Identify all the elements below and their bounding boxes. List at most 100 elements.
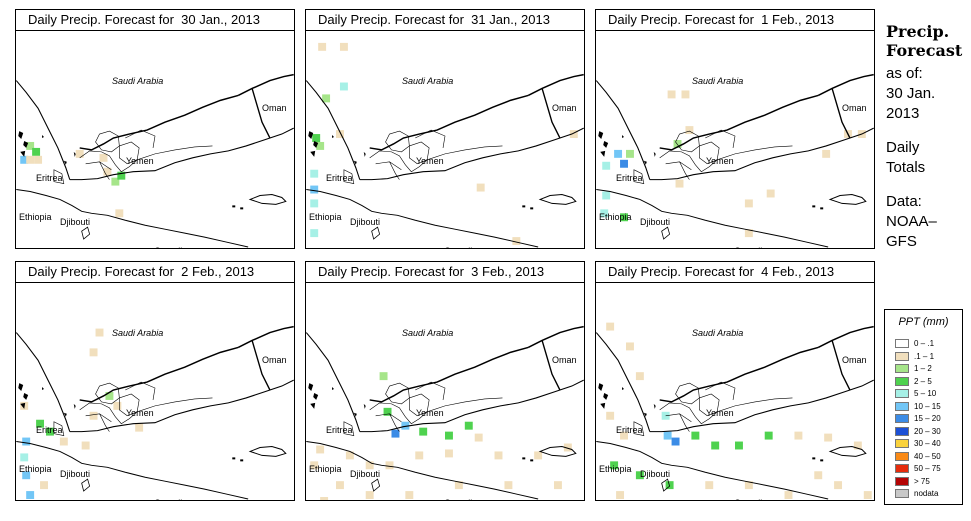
country-label-oman: Oman <box>262 355 287 365</box>
country-label-saudi: Saudi Arabia <box>692 76 744 86</box>
legend-swatch <box>895 489 909 498</box>
legend-swatch <box>895 339 909 348</box>
precip-cell <box>494 451 503 460</box>
precip-cell <box>626 342 634 351</box>
precip-cell <box>310 169 319 178</box>
country-label-somalia: Somalia <box>734 498 767 500</box>
data-source-line-2: NOAA– <box>886 213 937 230</box>
panel-title: Daily Precip. Forecast for 3 Feb., 2013 <box>305 261 585 283</box>
precip-cell <box>744 199 753 208</box>
precip-cell <box>316 141 325 150</box>
precip-cell <box>626 149 634 158</box>
legend-label: 5 – 10 <box>914 389 937 398</box>
panel-title-text: Daily Precip. Forecast for 30 Jan., 2013 <box>28 12 260 27</box>
precip-cell <box>635 471 644 480</box>
forecast-panel-31-jan: Daily Precip. Forecast for 31 Jan., 2013… <box>305 9 585 249</box>
precip-cell <box>419 427 428 436</box>
legend-label: 15 – 20 <box>914 414 941 423</box>
country-label-djibouti: Djibouti <box>350 469 381 479</box>
precip-cell <box>445 449 453 458</box>
map-graphic <box>596 322 874 500</box>
precip-cell <box>824 433 833 442</box>
precip-cell <box>602 191 611 200</box>
precip-cell <box>379 372 388 381</box>
precip-cell <box>401 421 410 430</box>
legend-label: .1 – 1 <box>914 351 935 361</box>
legend-label: 10 – 15 <box>914 401 941 411</box>
sidebar-title-line-1: Precip. <box>886 22 950 41</box>
panel-title: Daily Precip. Forecast for 2 Feb., 2013 <box>15 261 295 283</box>
precip-map: Saudi Arabia Oman Yemen Eritrea Ethiopia Djib… <box>15 282 295 501</box>
panel-title-text: Daily Precip. Forecast for 2 Feb., 2013 <box>28 264 255 279</box>
country-label-oman: Oman <box>552 355 577 365</box>
precip-map: Saudi Arabia Oman Yemen Eritrea Ethiopia Djib… <box>305 30 585 249</box>
precip-cell <box>834 481 843 490</box>
precip-cell <box>385 461 394 470</box>
precip-cell <box>40 481 48 490</box>
precip-cell <box>310 199 319 208</box>
precip-cell <box>620 431 628 440</box>
country-label-somalia: Somalia <box>154 246 187 248</box>
precip-cell <box>22 437 31 446</box>
precip-cell <box>339 82 348 91</box>
panel-title: Daily Precip. Forecast for 31 Jan., 2013 <box>305 9 585 31</box>
precip-cell <box>32 147 41 156</box>
country-label-yemen: Yemen <box>706 408 734 418</box>
precip-cell <box>89 411 98 420</box>
precip-cell <box>794 431 803 440</box>
precip-cell <box>111 177 120 186</box>
panel-title: Daily Precip. Forecast for 1 Feb., 2013 <box>595 9 875 31</box>
precip-cell <box>336 481 344 490</box>
country-label-djibouti: Djibouti <box>640 469 671 479</box>
country-label-ethiopia: Ethiopia <box>599 212 632 222</box>
legend-label: nodata <box>914 489 939 498</box>
country-label-oman: Oman <box>842 355 867 365</box>
precip-cell <box>711 441 720 450</box>
precip-cell <box>464 421 473 430</box>
precip-cell <box>600 209 609 218</box>
precip-cell <box>135 423 144 432</box>
map-graphic <box>306 325 584 500</box>
precip-cell <box>667 90 676 99</box>
precip-cell <box>744 481 753 490</box>
panel-title-text: Daily Precip. Forecast for 31 Jan., 2013 <box>318 12 550 27</box>
legend-swatch <box>895 414 909 423</box>
precip-cell <box>691 431 700 440</box>
precip-cell <box>673 139 682 148</box>
country-label-oman: Oman <box>552 103 577 113</box>
precip-cell <box>81 441 90 450</box>
country-label-djibouti: Djibouti <box>350 217 381 227</box>
asof-label: as of: <box>886 65 923 82</box>
precip-cell <box>75 149 84 158</box>
precip-cell <box>310 461 319 470</box>
country-label-ethiopia: Ethiopia <box>309 212 342 222</box>
map-graphic <box>306 42 584 248</box>
precip-cell <box>853 441 862 450</box>
precip-cell <box>814 471 823 480</box>
precip-map: Saudi Arabia Oman Yemen Eritrea Ethiopia Djib… <box>595 30 875 249</box>
precip-cell <box>602 161 611 170</box>
country-label-djibouti: Djibouti <box>640 217 671 227</box>
precip-cell <box>318 42 327 51</box>
legend-label: 20 – 30 <box>914 426 941 436</box>
precip-cell <box>336 130 344 139</box>
data-source-line-3: GFS <box>886 233 917 250</box>
precip-cell <box>115 209 124 218</box>
legend-swatch <box>895 476 909 486</box>
country-label-djibouti: Djibouti <box>60 469 91 479</box>
precip-cell <box>681 90 690 99</box>
precip-cell <box>553 481 562 490</box>
country-label-oman: Oman <box>262 103 287 113</box>
data-source-line-1: Data: <box>886 193 922 210</box>
country-label-saudi: Saudi Arabia <box>402 328 454 338</box>
legend-swatch <box>895 464 909 473</box>
legend-swatch <box>895 401 909 411</box>
country-label-eritrea: Eritrea <box>326 173 353 183</box>
precip-cell <box>620 159 628 168</box>
country-label-somalia: Somalia <box>444 246 477 248</box>
legend-swatch <box>895 376 909 386</box>
country-label-ethiopia: Ethiopia <box>309 464 342 474</box>
country-label-eritrea: Eritrea <box>36 173 63 183</box>
country-label-djibouti: Djibouti <box>60 217 91 227</box>
precip-cell <box>46 427 54 436</box>
